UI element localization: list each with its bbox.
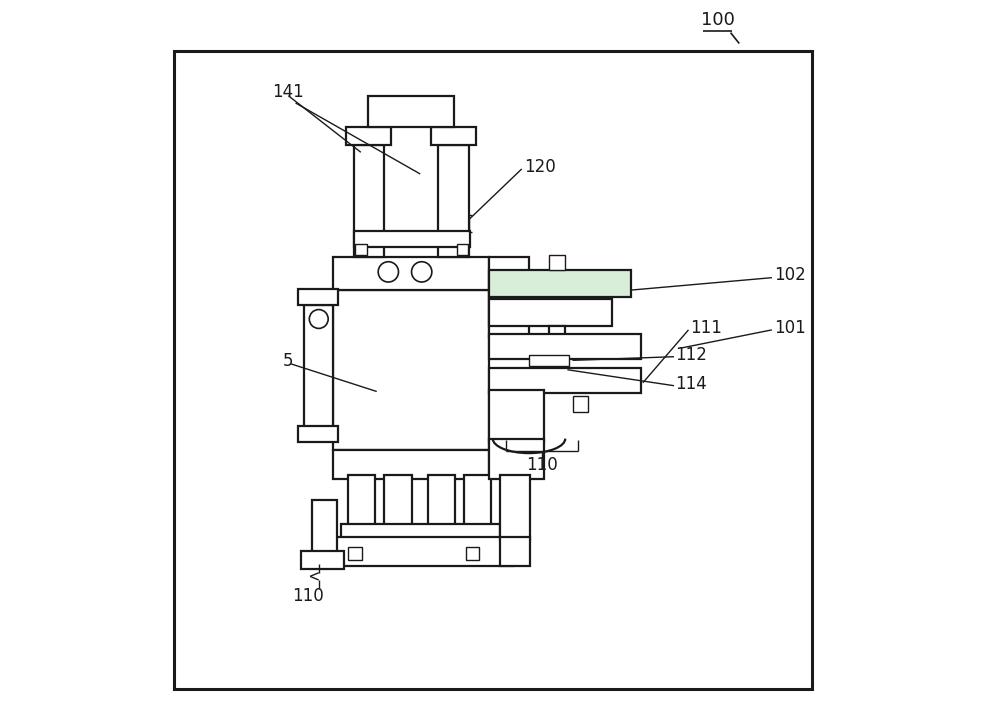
Bar: [489, 270, 631, 297]
Text: 111: 111: [690, 319, 722, 336]
Bar: [346, 127, 391, 145]
Circle shape: [378, 262, 398, 282]
Bar: [298, 289, 338, 304]
Bar: [333, 450, 489, 478]
Bar: [174, 51, 812, 689]
Bar: [333, 290, 489, 450]
Text: 120: 120: [524, 158, 556, 175]
Text: 110: 110: [292, 587, 324, 605]
Bar: [489, 299, 612, 326]
Bar: [354, 231, 470, 247]
Text: 110: 110: [526, 457, 558, 474]
Bar: [428, 475, 455, 540]
Circle shape: [412, 262, 432, 282]
Bar: [489, 390, 544, 442]
Bar: [438, 145, 469, 257]
Bar: [500, 475, 530, 540]
Bar: [500, 536, 530, 566]
Bar: [464, 475, 491, 540]
Bar: [431, 127, 476, 145]
Text: 100: 100: [701, 11, 734, 29]
Bar: [332, 536, 513, 566]
Bar: [340, 524, 500, 540]
Text: 5: 5: [283, 352, 293, 370]
Bar: [572, 396, 588, 412]
Bar: [489, 257, 529, 337]
Bar: [549, 255, 565, 270]
Bar: [348, 547, 362, 560]
Bar: [301, 551, 344, 569]
Bar: [354, 145, 384, 257]
Bar: [368, 96, 454, 127]
Text: 102: 102: [774, 267, 806, 284]
Bar: [529, 355, 569, 366]
Bar: [466, 547, 479, 560]
Bar: [489, 439, 544, 479]
Text: 114: 114: [675, 376, 707, 393]
Text: 101: 101: [774, 319, 806, 336]
Bar: [312, 500, 337, 566]
Bar: [348, 475, 375, 540]
Bar: [355, 244, 367, 255]
Bar: [489, 334, 641, 359]
Text: 141: 141: [272, 83, 303, 101]
Bar: [384, 475, 412, 540]
Bar: [456, 244, 468, 255]
Bar: [489, 368, 641, 393]
Bar: [298, 426, 338, 442]
Bar: [333, 257, 489, 290]
Circle shape: [309, 310, 328, 328]
Text: 112: 112: [675, 347, 707, 364]
Bar: [549, 326, 565, 386]
Bar: [304, 304, 333, 439]
